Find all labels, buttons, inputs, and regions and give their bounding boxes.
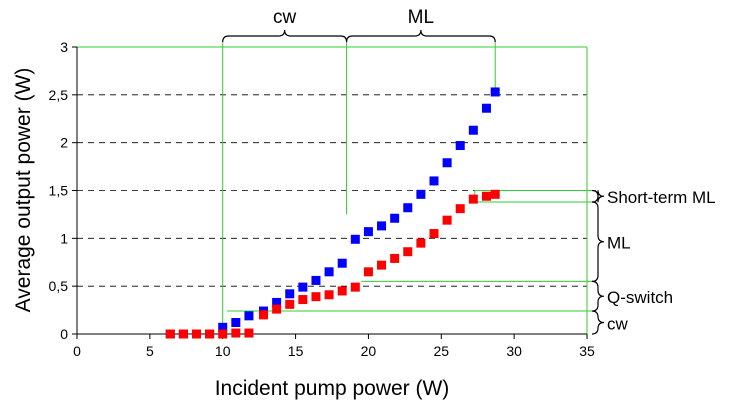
series-0-point-24: [481, 103, 491, 113]
y-tick-label-0: 0: [60, 326, 68, 342]
series-0-point-22: [455, 141, 465, 151]
series-1-point-12: [324, 290, 334, 300]
series-1-point-5: [231, 328, 241, 338]
right-region-label-1: ML: [607, 234, 631, 253]
series-1-point-6: [244, 328, 254, 338]
series-0-point-17: [390, 213, 400, 223]
series-1-point-25: [490, 189, 500, 199]
series-0-point-18: [403, 203, 413, 213]
right-region-label-3: cw: [607, 315, 629, 334]
series-0-point-25: [490, 87, 500, 97]
right-brace-2: [591, 280, 605, 312]
y-tick-label-5: 2,5: [49, 87, 69, 103]
series-0-point-21: [442, 158, 452, 168]
right-brace-0: [591, 189, 605, 203]
series-1-point-3: [205, 329, 215, 339]
series-1-point-13: [337, 286, 347, 296]
x-tick-label-7: 35: [579, 343, 595, 359]
series-0-point-11: [311, 275, 321, 285]
series-0-point-20: [429, 176, 439, 186]
x-tick-label-0: 0: [73, 343, 81, 359]
series-0-point-16: [377, 221, 387, 231]
series-1-point-23: [468, 194, 478, 204]
series-0-point-23: [468, 125, 478, 135]
series-1-point-2: [191, 329, 201, 339]
y-tick-label-4: 2: [60, 135, 68, 151]
series-1-point-24: [481, 191, 491, 201]
y-axis-title: Average output power (W): [12, 68, 35, 313]
top-brace-0: [222, 29, 348, 43]
top-brace-1: [345, 29, 496, 43]
region-braces: [222, 29, 605, 335]
y-tick-label-1: 0,5: [49, 278, 69, 294]
series-1-point-11: [311, 292, 321, 302]
series-1-point-16: [377, 260, 387, 270]
grid-lines: [77, 46, 587, 287]
series-1-point-1: [178, 329, 188, 339]
x-tick-label-3: 15: [288, 343, 304, 359]
data-series: [165, 87, 500, 339]
top-region-label-1: ML: [408, 7, 434, 28]
top-region-label-0: cw: [273, 7, 297, 28]
series-1-point-22: [455, 204, 465, 214]
series-1-point-14: [350, 282, 360, 292]
series-1-point-20: [429, 229, 439, 239]
series-1-point-21: [442, 215, 452, 225]
x-tick-label-2: 10: [215, 343, 231, 359]
y-tick-label-3: 1,5: [49, 183, 69, 199]
right-brace-3: [591, 310, 605, 335]
region-labels: cw ML Short-term ML ML Q-switch cw: [273, 7, 716, 334]
series-0-point-8: [272, 297, 282, 307]
series-0-point-12: [324, 267, 334, 277]
region-guide-lines: [77, 42, 596, 334]
series-0-point-14: [350, 234, 360, 244]
series-0-point-4: [218, 322, 228, 332]
y-tick-label-6: 3: [60, 39, 68, 55]
series-0-point-13: [337, 258, 347, 268]
series-0-point-19: [416, 189, 426, 199]
x-tick-label-1: 5: [146, 343, 154, 359]
right-region-label-2: Q-switch: [607, 288, 673, 307]
series-0-point-5: [231, 318, 241, 328]
tick-labels: 0 5 10 15 20 25 30 35 0 0,5 1 1,5 2 2,5 3: [49, 39, 595, 359]
axes: [72, 46, 588, 339]
series-1-point-17: [390, 253, 400, 263]
series-1-point-10: [298, 295, 308, 305]
series-1-point-19: [416, 238, 426, 248]
series-1-point-8: [272, 304, 282, 314]
y-tick-label-2: 1: [60, 230, 68, 246]
series-1-point-4: [218, 329, 228, 339]
x-tick-label-4: 20: [361, 343, 377, 359]
series-0-point-10: [298, 282, 308, 292]
right-brace-1: [591, 201, 605, 282]
series-1-point-18: [403, 247, 413, 257]
x-tick-label-6: 30: [506, 343, 522, 359]
right-region-label-0: Short-term ML: [607, 188, 716, 207]
series-0-point-9: [285, 289, 295, 299]
series-0-point-15: [363, 227, 373, 237]
x-tick-label-5: 25: [433, 343, 449, 359]
series-1-point-0: [165, 329, 175, 339]
series-1-point-15: [363, 267, 373, 277]
series-1-point-7: [259, 310, 269, 320]
x-axis-title: Incident pump power (W): [215, 377, 450, 400]
series-1-point-9: [285, 299, 295, 309]
series-0-point-6: [244, 311, 254, 321]
